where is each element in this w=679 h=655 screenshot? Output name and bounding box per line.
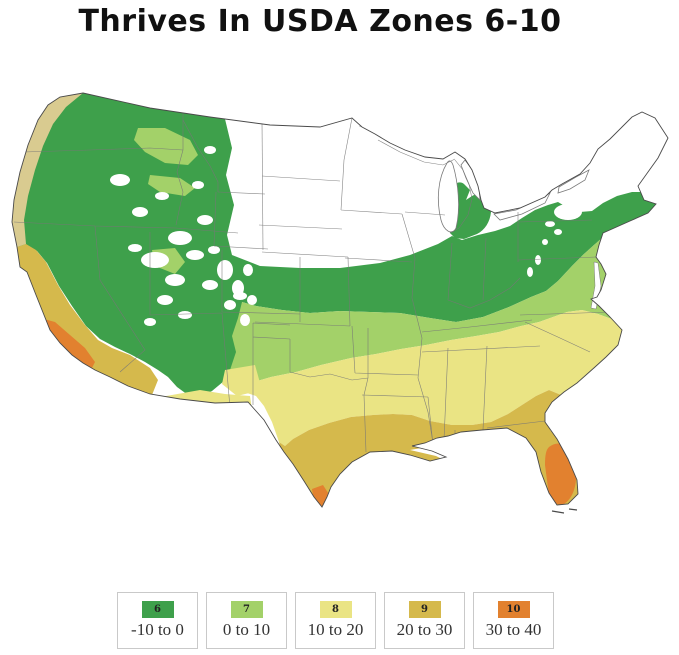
- zone-8-pecos-patch: [222, 365, 262, 396]
- zone-legend: 6 -10 to 0 7 0 to 10 8 10 to 20 9 20 to …: [117, 592, 554, 649]
- legend-item-zone-6: 6 -10 to 0: [117, 592, 198, 649]
- florida-keys: [551, 508, 578, 514]
- zone-6-range: -10 to 0: [131, 620, 184, 639]
- zone-8-region: [234, 310, 630, 446]
- lake-ontario: [557, 169, 590, 194]
- zone-6-swatch: 6: [141, 601, 174, 618]
- zone-7-columbia-basin-patch: [134, 128, 198, 165]
- zone-7-swatch: 7: [230, 601, 263, 618]
- zone-8-pacific-coast-strip: [12, 93, 83, 247]
- zone-9-number: 9: [421, 604, 428, 615]
- legend-item-zone-9: 9 20 to 30: [384, 592, 465, 649]
- zone-7-number: 7: [243, 604, 250, 615]
- zone-9-range: 20 to 30: [396, 620, 453, 639]
- zone-7-region: [230, 238, 617, 387]
- zone-8-number: 8: [332, 604, 339, 615]
- us-map-svg: [11, 92, 669, 514]
- lake-michigan: [437, 160, 459, 233]
- zone-8-swatch: 8: [319, 601, 352, 618]
- zone-8-range: 10 to 20: [307, 620, 364, 639]
- zone-10-florida-region: [545, 443, 577, 505]
- unzoned-mountain-pockets: [110, 146, 582, 326]
- zone-9-region: [279, 390, 583, 507]
- zone-7-range: 0 to 10: [222, 620, 271, 639]
- us-hardiness-map: [11, 92, 669, 514]
- legend-item-zone-8: 8 10 to 20: [295, 592, 376, 649]
- page-title: Thrives In USDA Zones 6-10: [78, 4, 562, 39]
- state-borders: [13, 113, 613, 453]
- country-outline: [11, 92, 669, 508]
- zone-10-number: 10: [506, 604, 521, 615]
- zone-7-snake-plain-patch: [148, 175, 195, 196]
- zone-10-range: 30 to 40: [485, 620, 542, 639]
- zone-9-swatch: 9: [408, 601, 441, 618]
- zone-6-number: 6: [154, 604, 161, 615]
- zone-10-swatch: 10: [497, 601, 530, 618]
- legend-item-zone-7: 7 0 to 10: [206, 592, 287, 649]
- legend-item-zone-10: 10 30 to 40: [473, 592, 554, 649]
